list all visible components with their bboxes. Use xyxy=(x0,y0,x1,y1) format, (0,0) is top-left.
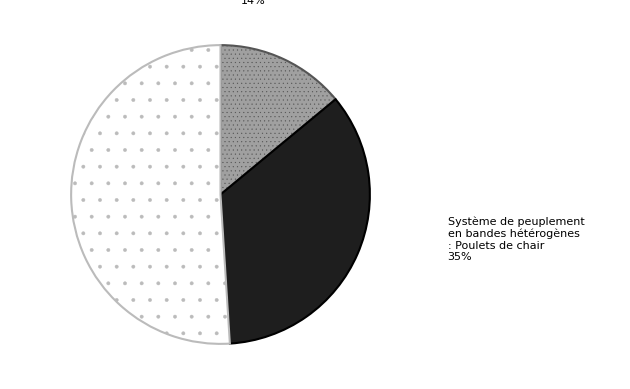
Wedge shape xyxy=(220,45,336,194)
Text: Système de peuplement
en bande homogène
14%: Système de peuplement en bande homogène … xyxy=(185,0,322,5)
Wedge shape xyxy=(220,99,370,343)
Wedge shape xyxy=(71,45,230,344)
Text: Système de peuplement
en bandes hétérogènes
: Poulets de chair
35%: Système de peuplement en bandes hétérogè… xyxy=(447,216,584,262)
